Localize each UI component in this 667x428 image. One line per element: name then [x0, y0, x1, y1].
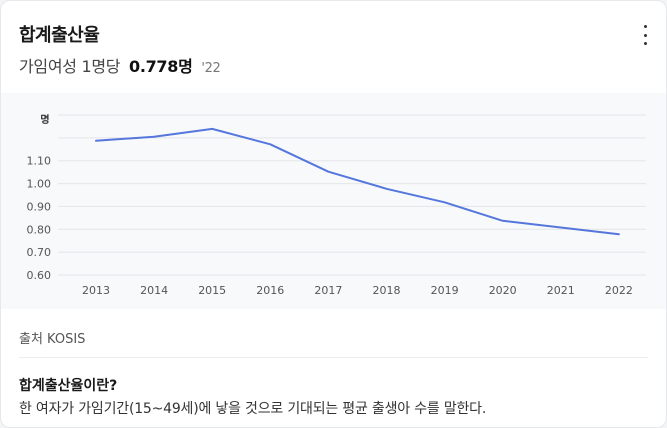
chart-area: 명 0.60 0.70 0.80 0.90 1.00 1.10 2013 2014 2015 201…	[1, 93, 666, 309]
y-tick-label: 1.00	[27, 178, 52, 191]
x-tick-label: 2015	[198, 284, 226, 297]
subtitle-prefix: 가임여성 1명당	[19, 57, 121, 76]
card-subtitle: 가임여성 1명당 0.778명 '22	[19, 53, 221, 77]
x-tick-label: 2014	[140, 284, 168, 297]
y-tick-label: 0.80	[27, 223, 52, 236]
y-tick-label: 1.10	[27, 155, 52, 168]
x-tick-label: 2022	[605, 284, 633, 297]
source-label: 출처 KOSIS	[19, 332, 86, 347]
y-tick-label: 0.90	[27, 200, 52, 213]
subtitle-value: 0.778명	[128, 57, 193, 76]
x-tick-label: 2021	[547, 284, 575, 297]
card-title: 합계출산율	[19, 25, 100, 46]
subtitle-year: '22	[201, 61, 221, 76]
y-tick-label: 0.60	[27, 269, 52, 282]
definition-text: 한 여자가 가임기간(15~49세)에 낳을 것으로 기대되는 평균 출생아 수…	[19, 401, 487, 417]
x-tick-label: 2017	[314, 284, 342, 297]
x-tick-label: 2018	[373, 284, 401, 297]
x-tick-label: 2020	[489, 284, 517, 297]
y-tick-label: 0.70	[27, 246, 52, 259]
y-unit-label: 명	[40, 113, 49, 126]
more-vertical-icon[interactable]	[638, 25, 652, 45]
x-tick-label: 2019	[431, 284, 459, 297]
x-tick-label: 2013	[82, 284, 110, 297]
line-chart: 명 0.60 0.70 0.80 0.90 1.00 1.10 2013 2014 2015 201…	[27, 113, 646, 297]
x-tick-label: 2016	[256, 284, 284, 297]
divider	[19, 357, 648, 358]
definition-title: 합계출산율이란?	[19, 378, 118, 394]
series-line	[95, 127, 620, 236]
